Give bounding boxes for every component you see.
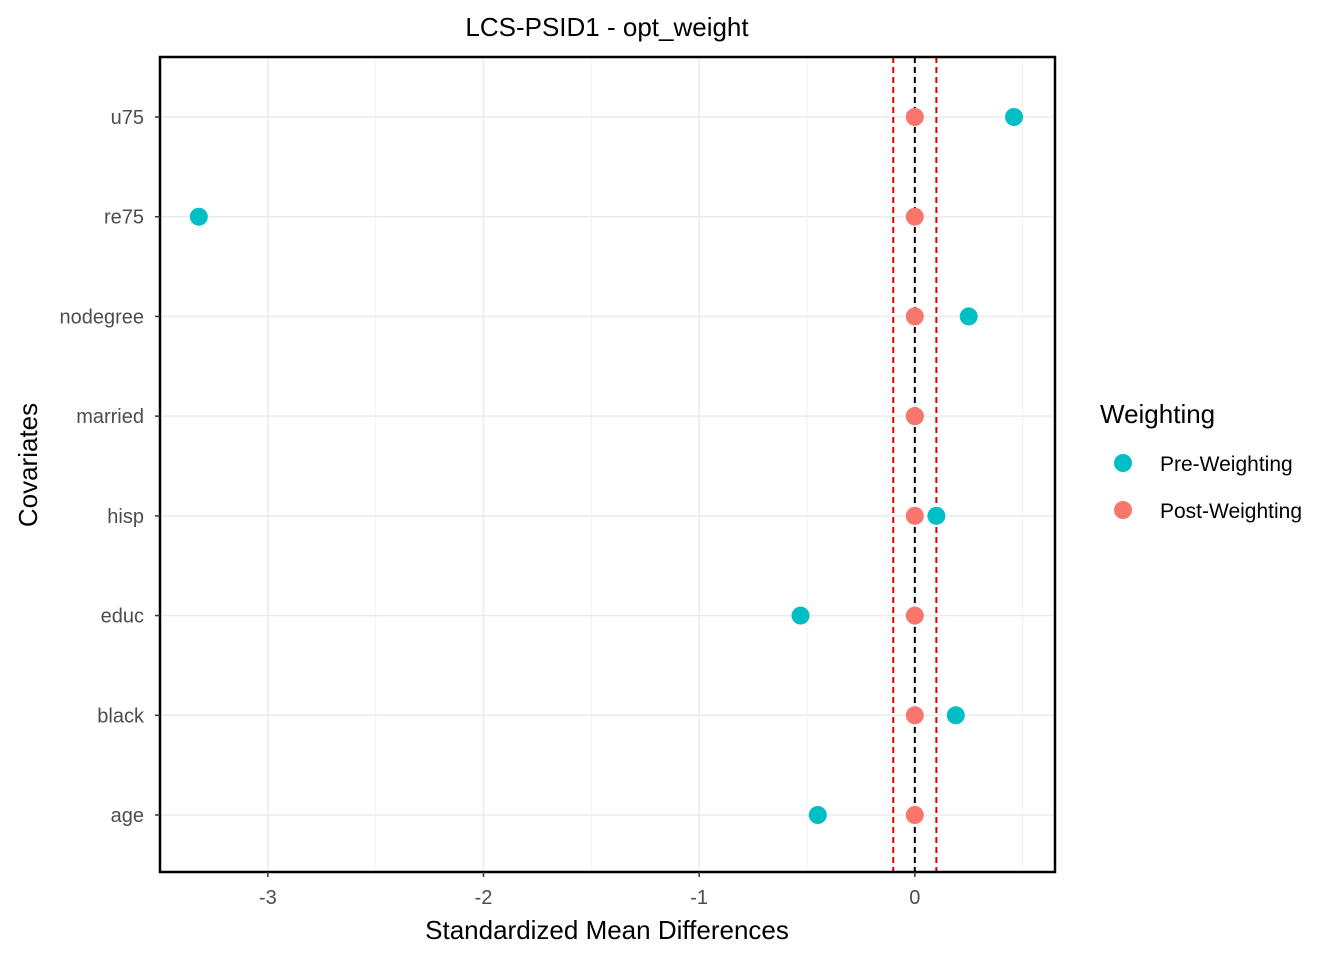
point-post-weighting: [905, 806, 924, 824]
y-tick-label: hisp: [107, 506, 144, 528]
x-tick-label: 0: [909, 887, 920, 909]
point-post-weighting: [905, 706, 924, 725]
point-post-weighting: [905, 606, 924, 625]
legend-label-post-weighting: Post-Weighting: [1160, 500, 1302, 523]
legend-key-pre-weighting: [1114, 454, 1132, 472]
x-axis-title: Standardized Mean Differences: [425, 915, 789, 945]
point-pre-weighting: [946, 706, 965, 725]
chart-title: LCS-PSID1 - opt_weight: [465, 12, 749, 42]
x-tick-label: -1: [690, 887, 708, 909]
y-tick-label: u75: [111, 107, 144, 129]
point-post-weighting: [905, 108, 924, 126]
y-axis-title: Covariates: [13, 403, 43, 527]
point-post-weighting: [905, 407, 924, 426]
point-pre-weighting: [1005, 108, 1024, 126]
x-tick-label: -3: [259, 887, 277, 909]
y-tick-label: married: [76, 406, 144, 428]
x-tick-label: -2: [475, 887, 493, 909]
plot-panel-border: [158, 55, 1057, 874]
y-tick-label: educ: [101, 606, 144, 628]
y-tick-label: nodegree: [59, 306, 144, 328]
data-points: [189, 108, 1024, 824]
point-pre-weighting: [808, 806, 827, 824]
point-post-weighting: [905, 207, 924, 226]
legend-label-pre-weighting: Pre-Weighting: [1160, 453, 1293, 476]
point-post-weighting: [905, 307, 924, 326]
y-tick-label: black: [97, 705, 145, 727]
y-tick-label: re75: [104, 207, 144, 229]
point-pre-weighting: [959, 307, 978, 326]
y-tick-label: age: [111, 805, 144, 827]
legend-key-post-weighting: [1114, 501, 1132, 519]
legend-title: Weighting: [1100, 399, 1215, 429]
x-axis-ticks: -3 -2 -1 0: [259, 872, 920, 909]
point-pre-weighting: [189, 207, 208, 226]
point-post-weighting: [905, 506, 924, 525]
point-pre-weighting: [927, 506, 946, 525]
reference-lines: [892, 57, 938, 872]
legend: Weighting Pre-Weighting Post-Weighting: [1100, 399, 1302, 523]
point-pre-weighting: [791, 606, 810, 625]
y-axis-ticks: age black educ hisp married nodegree re75 u75: [59, 107, 160, 827]
grid-lines: [159, 57, 1055, 872]
